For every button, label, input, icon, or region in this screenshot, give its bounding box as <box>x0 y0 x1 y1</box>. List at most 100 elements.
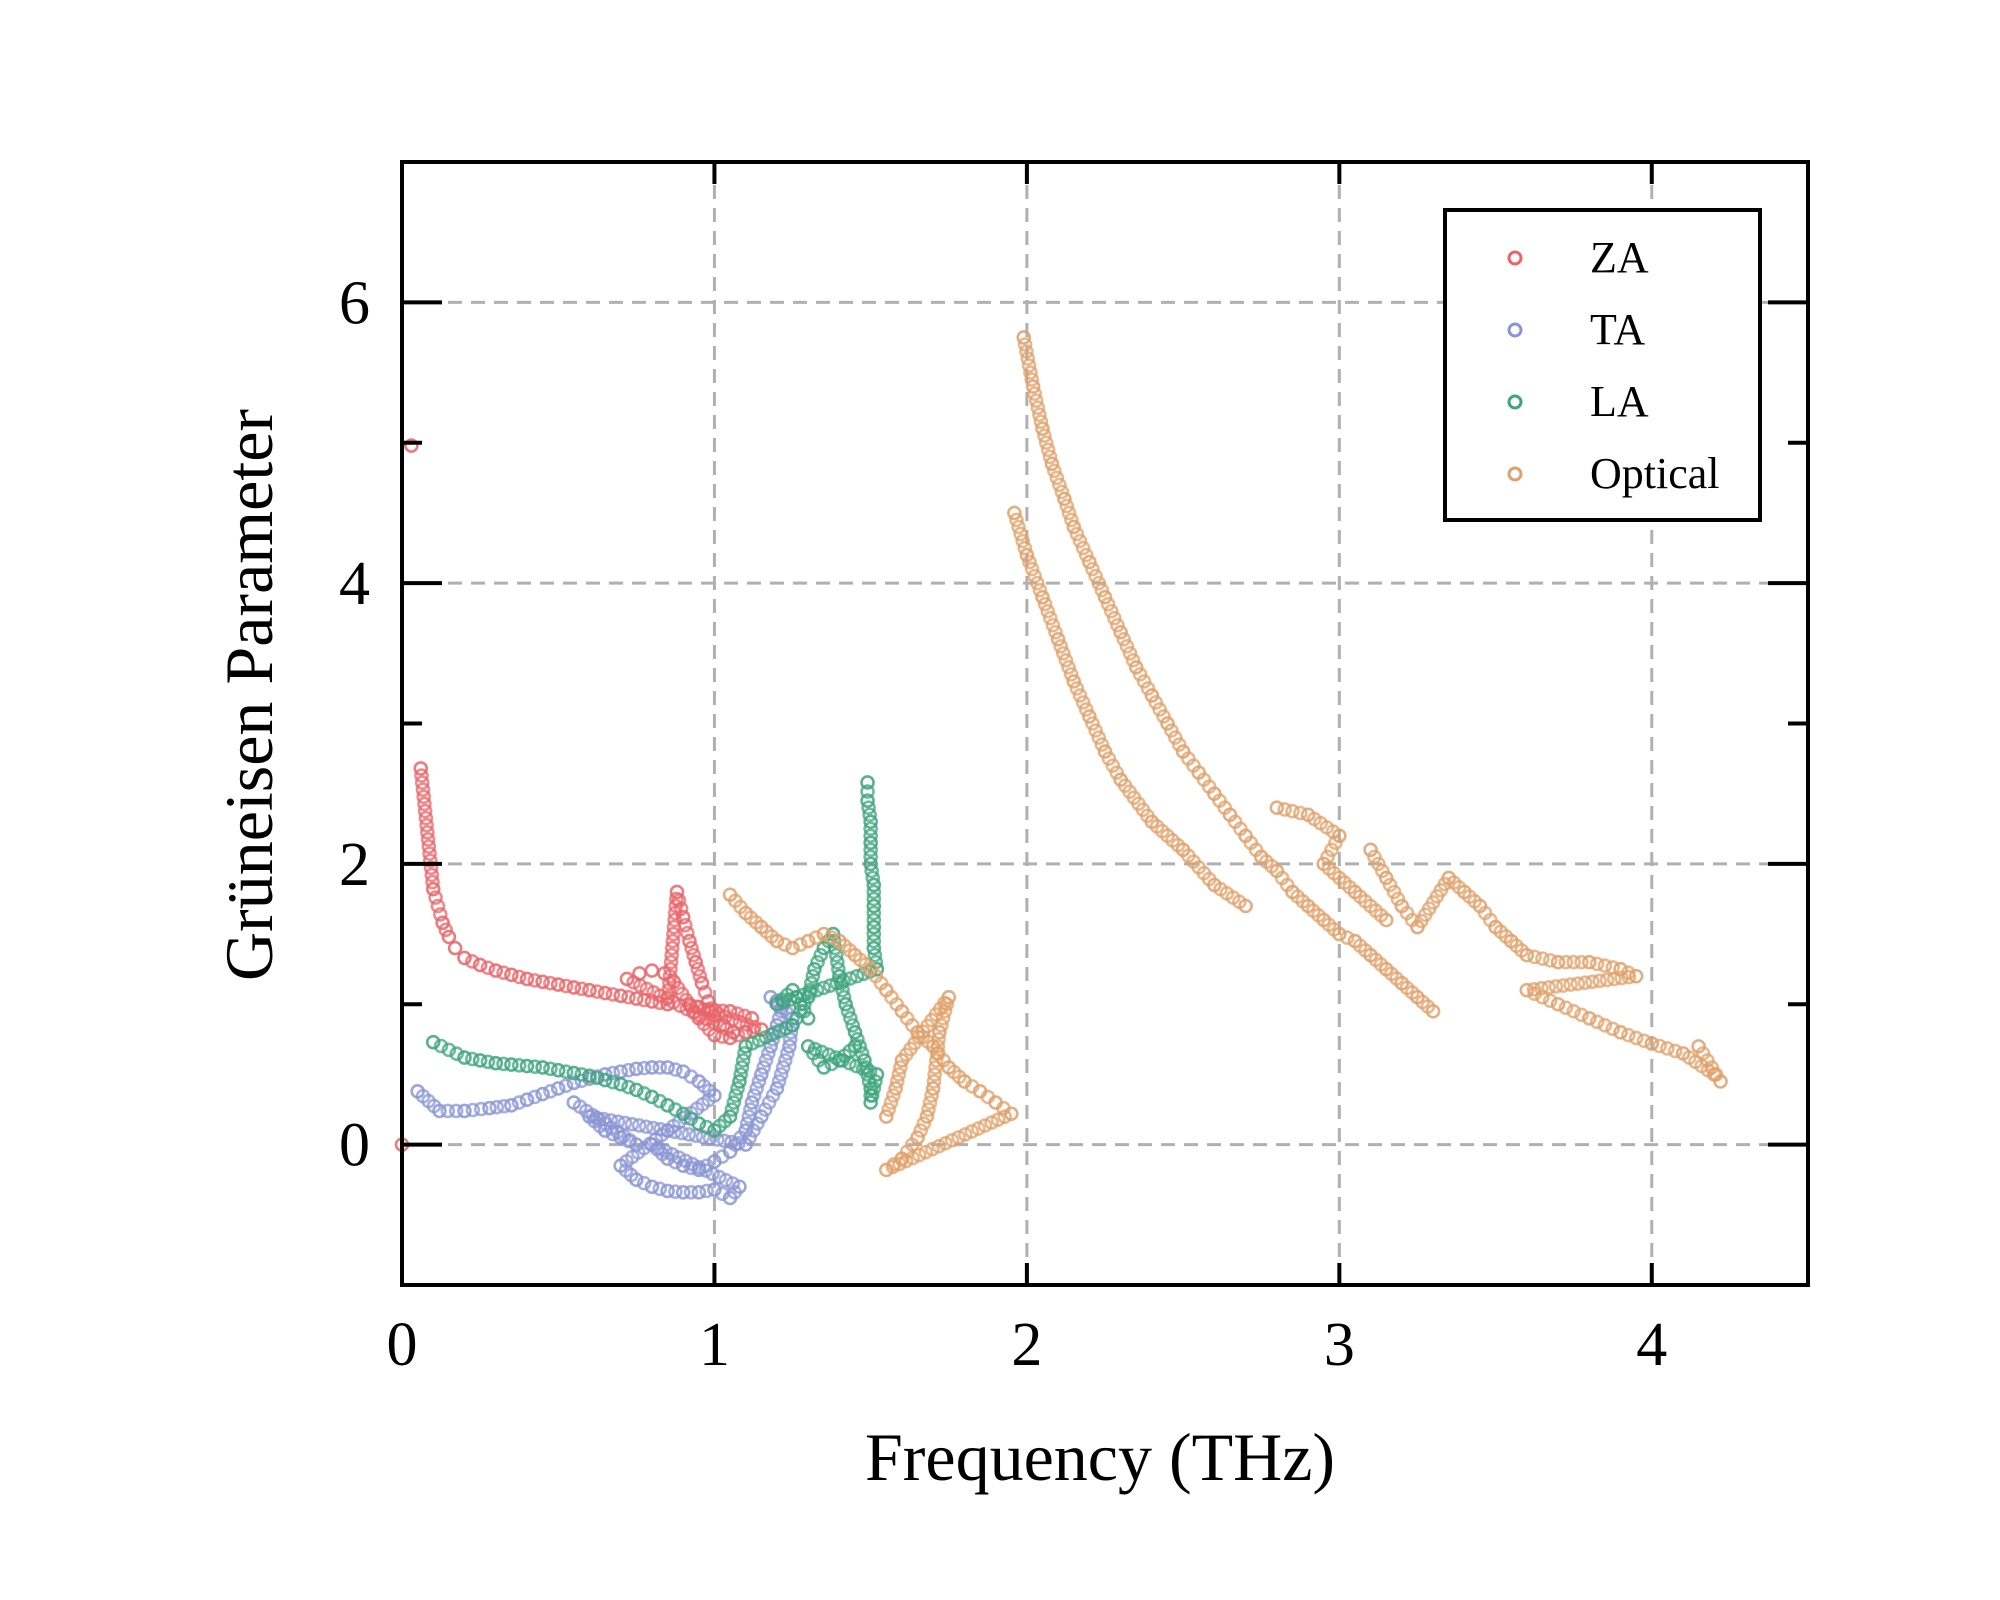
point-optical <box>1527 949 1542 965</box>
point-optical <box>1091 575 1107 591</box>
point-la <box>796 1003 812 1019</box>
point-la <box>860 793 875 809</box>
point-optical <box>1332 926 1347 942</box>
point-za <box>682 996 697 1012</box>
point-ta <box>758 1053 774 1068</box>
point-optical <box>1066 519 1082 535</box>
point-za <box>413 761 429 776</box>
point-optical <box>1094 737 1110 752</box>
series-za <box>394 438 769 1152</box>
point-la <box>816 1060 832 1075</box>
point-optical <box>1052 477 1067 493</box>
point-la <box>866 912 882 928</box>
point-optical <box>1628 1030 1644 1046</box>
point-za <box>597 985 613 1001</box>
point-optical <box>891 1067 907 1082</box>
point-za <box>415 782 431 798</box>
point-optical <box>1058 653 1074 668</box>
point-la <box>511 1058 527 1073</box>
point-za <box>666 926 681 942</box>
point-la <box>831 961 846 977</box>
point-la <box>862 1064 878 1079</box>
point-za <box>694 975 710 991</box>
point-optical <box>1037 428 1052 444</box>
y-axis-title: Grüneisen Parameter <box>211 409 287 981</box>
point-optical <box>1152 702 1167 717</box>
point-optical <box>928 1053 944 1068</box>
point-optical <box>1011 519 1026 535</box>
point-ta <box>731 1136 746 1151</box>
point-ta <box>681 1127 697 1142</box>
point-la <box>813 947 828 963</box>
point-optical <box>1082 709 1097 724</box>
point-optical <box>1667 1043 1683 1059</box>
point-ta <box>668 1154 683 1170</box>
point-optical <box>1371 856 1386 872</box>
point-la <box>849 968 865 984</box>
point-la <box>734 1060 750 1075</box>
point-ta <box>746 1088 762 1103</box>
point-za <box>708 1003 723 1018</box>
point-optical <box>1048 624 1063 640</box>
point-optical <box>889 1074 905 1089</box>
point-optical <box>1581 954 1597 970</box>
point-la <box>855 1061 871 1077</box>
point-la <box>636 1086 652 1101</box>
point-za <box>430 898 446 914</box>
point-optical <box>1136 674 1152 689</box>
point-optical <box>1542 993 1558 1009</box>
point-ta <box>675 1185 691 1200</box>
point-optical <box>1558 954 1574 970</box>
point-ta <box>489 1099 505 1115</box>
point-ta <box>473 1101 489 1117</box>
point-optical <box>1101 751 1117 766</box>
point-za <box>669 884 685 900</box>
point-za <box>527 973 543 988</box>
point-ta <box>511 1095 527 1110</box>
point-optical <box>1069 526 1085 542</box>
point-ta <box>660 1183 675 1199</box>
point-optical <box>1049 470 1065 486</box>
point-la <box>866 926 882 942</box>
point-optical <box>1015 533 1031 549</box>
point-optical <box>1007 505 1022 521</box>
point-optical <box>1285 803 1300 819</box>
point-ta <box>674 1125 690 1141</box>
point-za <box>420 825 435 840</box>
point-la <box>519 1058 535 1074</box>
point-optical <box>793 937 808 952</box>
point-optical <box>1328 835 1343 851</box>
point-optical <box>1332 828 1347 844</box>
point-optical <box>1059 498 1075 514</box>
point-la <box>464 1051 480 1067</box>
point-optical <box>1292 805 1308 821</box>
point-la <box>789 989 804 1005</box>
point-optical <box>1027 568 1042 584</box>
point-za <box>488 963 504 978</box>
point-la <box>863 1095 878 1110</box>
point-optical <box>1519 947 1535 963</box>
point-optical <box>1542 953 1558 968</box>
point-la <box>800 1010 816 1026</box>
legend-box <box>1443 208 1762 522</box>
point-ta <box>448 1103 464 1119</box>
point-optical <box>816 926 832 942</box>
point-optical <box>1589 956 1605 972</box>
point-optical <box>1107 610 1122 626</box>
point-ta <box>668 1184 683 1199</box>
point-optical <box>1116 631 1132 647</box>
point-optical <box>921 1102 936 1117</box>
point-optical <box>1063 667 1079 682</box>
point-la <box>488 1055 504 1071</box>
point-la <box>597 1072 613 1088</box>
point-za <box>629 991 644 1006</box>
point-la <box>751 1033 767 1048</box>
point-za <box>682 933 697 949</box>
point-optical <box>1035 421 1050 437</box>
point-za <box>424 867 440 883</box>
point-ta <box>707 1182 722 1197</box>
point-la <box>765 1027 780 1042</box>
point-optical <box>1027 386 1042 401</box>
point-optical <box>1535 989 1550 1005</box>
point-za <box>744 1010 760 1026</box>
